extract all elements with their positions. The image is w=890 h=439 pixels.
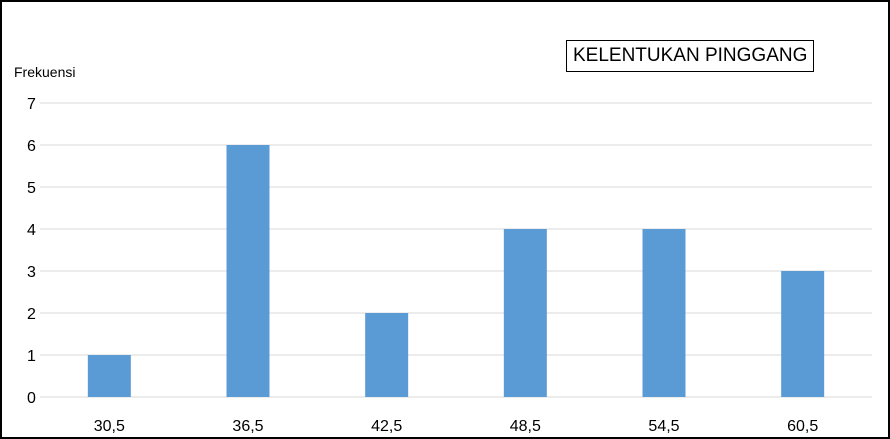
x-tick-label: 36,5	[232, 418, 263, 435]
y-tick-label: 6	[27, 138, 36, 155]
x-tick-labels: 30,5 36,5 42,5 48,5 54,5 60,5	[94, 418, 819, 435]
bars	[87, 145, 825, 397]
y-tick-label: 4	[27, 222, 36, 239]
bar-5	[781, 271, 825, 397]
bar-0	[87, 355, 131, 397]
gridlines	[40, 102, 872, 398]
bar-1	[226, 145, 270, 397]
chart-title: KELENTUKAN PINGGANG	[566, 40, 815, 72]
y-tick-label: 2	[27, 306, 36, 323]
x-tick-label: 54,5	[648, 418, 679, 435]
x-tick-label: 30,5	[94, 418, 125, 435]
y-tick-label: 5	[27, 180, 36, 197]
y-tick-labels: 0 1 2 3 4 5 6 7	[27, 96, 36, 407]
y-axis-label: Frekuensi	[14, 64, 76, 80]
x-tick-label: 60,5	[787, 418, 818, 435]
y-tick-label: 1	[27, 348, 36, 365]
x-tick-label: 48,5	[510, 418, 541, 435]
y-tick-label: 7	[27, 96, 36, 113]
bar-2	[365, 313, 409, 397]
x-tick-label: 42,5	[371, 418, 402, 435]
y-tick-label: 3	[27, 264, 36, 281]
y-tick-label: 0	[27, 390, 36, 407]
bar-3	[503, 229, 547, 397]
bar-4	[642, 229, 686, 397]
